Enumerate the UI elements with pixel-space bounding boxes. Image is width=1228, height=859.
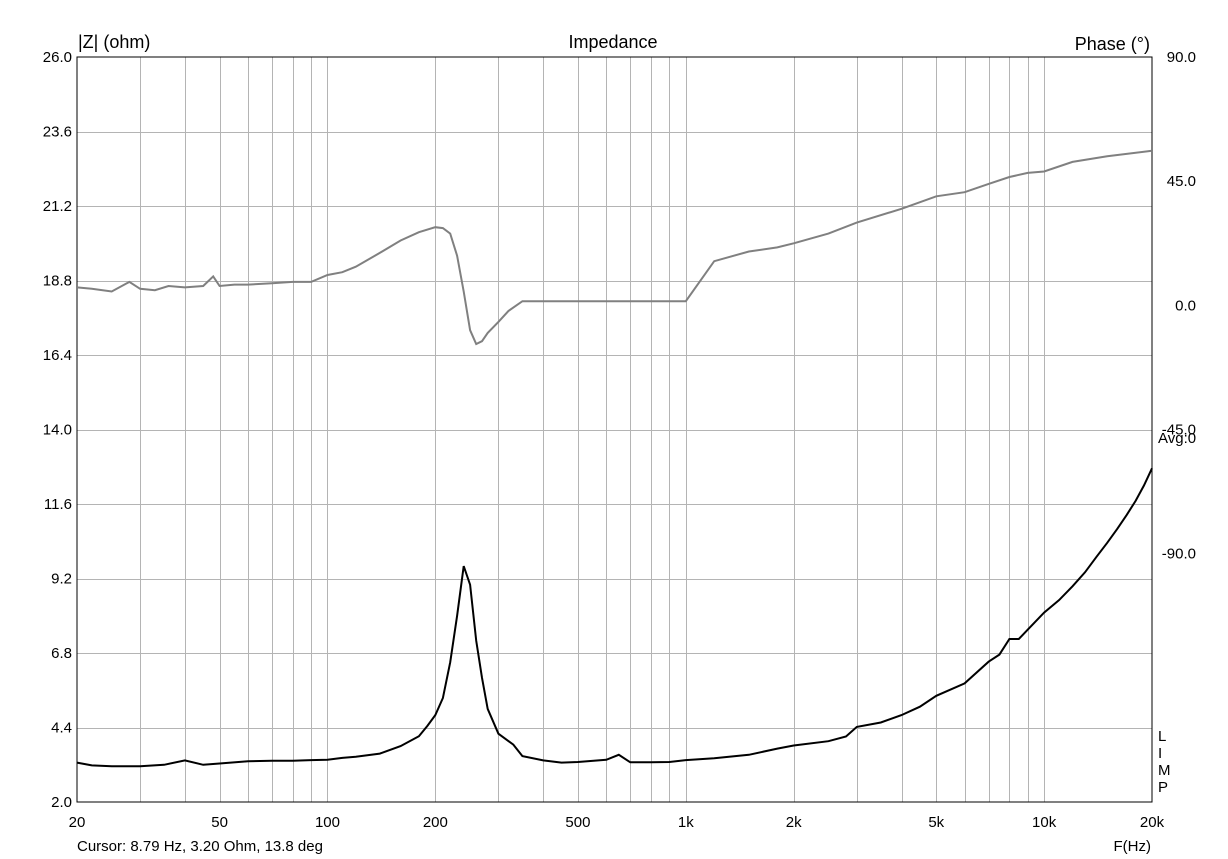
y-right-axis-label: Phase (°) [1075,34,1150,54]
y-left-tick-label: 23.6 [43,124,72,141]
x-tick-label: 20 [69,814,86,831]
y-left-tick-label: 21.2 [43,198,72,215]
x-tick-label: 100 [315,814,340,831]
avg-label: Avg:0 [1158,430,1196,447]
y-left-tick-label: 9.2 [51,571,72,588]
x-tick-label: 20k [1140,814,1165,831]
y-left-tick-label: 18.8 [43,273,72,290]
lim-letter-m: M [1158,762,1171,779]
y-right-tick-label: 0.0 [1175,297,1196,314]
y-left-axis-label: |Z| (ohm) [78,32,150,52]
impedance-magnitude-line [76,467,1153,768]
cursor-readout: Cursor: 8.79 Hz, 3.20 Ohm, 13.8 deg [77,838,323,855]
lim-letter-i: I [1158,745,1162,762]
y-left-tick-label: 14.0 [43,422,72,439]
y-right-tick-label: 90.0 [1167,49,1196,66]
y-right-tick-label: -45.0 [1162,422,1196,439]
x-tick-label: 1k [678,814,694,831]
x-tick-label: 50 [211,814,228,831]
chart-title: Impedance [568,32,657,52]
lim-letter-l: L [1158,728,1166,745]
y-right-tick-labels: 90.0 45.0 0.0 -45.0 -90.0 [1162,49,1196,563]
lim-letter-p: P [1158,779,1168,796]
x-tick-label: 5k [928,814,944,831]
x-tick-label: 10k [1032,814,1057,831]
x-grid [140,57,1045,802]
y-grid [77,132,1152,729]
phase-line [76,149,1153,346]
x-axis-label: F(Hz) [1114,838,1152,855]
y-right-tick-label: -90.0 [1162,546,1196,563]
y-left-tick-label: 2.0 [51,794,72,811]
y-left-tick-label: 16.4 [43,347,72,364]
x-tick-label: 2k [786,814,802,831]
y-left-tick-label: 26.0 [43,49,72,66]
y-right-tick-label: 45.0 [1167,173,1196,190]
x-tick-label: 500 [565,814,590,831]
plot-frame [76,56,1153,803]
y-left-tick-label: 4.4 [51,720,72,737]
x-tick-labels: 20 50 100 200 500 1k 2k 5k 10k 20k [69,814,1165,831]
y-left-tick-label: 6.8 [51,645,72,662]
x-tick-label: 200 [423,814,448,831]
y-left-tick-labels: 26.0 23.6 21.2 18.8 16.4 14.0 11.6 9.2 6.8 4.4 2.0 [43,49,72,811]
y-left-tick-label: 11.6 [44,496,72,513]
